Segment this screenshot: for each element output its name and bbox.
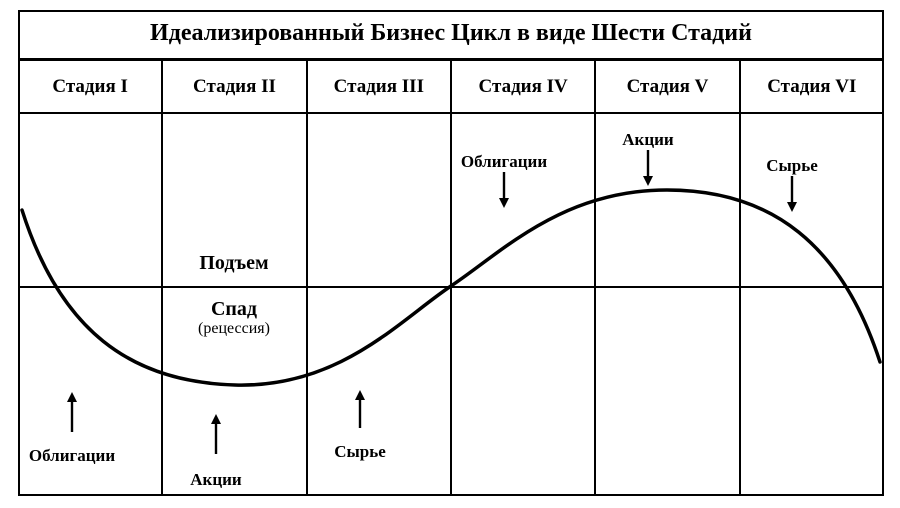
arrow-commod-down <box>787 176 797 212</box>
arrow-bonds-down <box>499 172 509 208</box>
cycle-wave <box>22 190 880 385</box>
arrow-commod-up <box>355 390 365 428</box>
arrow-stocks-down <box>643 150 653 186</box>
arrow-stocks-up <box>211 414 221 454</box>
diagram-svg <box>0 0 900 508</box>
arrow-bonds-up <box>67 392 77 432</box>
